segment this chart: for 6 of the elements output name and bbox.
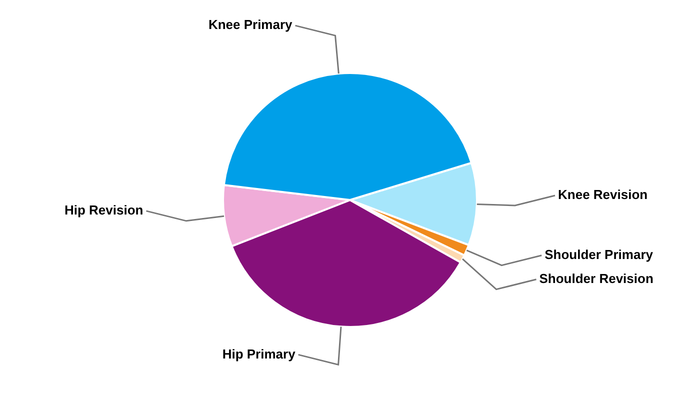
- slice-label: Hip Revision: [64, 202, 144, 218]
- slice-label: Knee Revision: [558, 187, 648, 202]
- slice-label: Shoulder Primary: [544, 246, 654, 262]
- slice-label: Hip Primary: [222, 346, 296, 362]
- slice-label: Shoulder Revision: [539, 270, 654, 286]
- slice-label: Knee Primary: [208, 17, 294, 32]
